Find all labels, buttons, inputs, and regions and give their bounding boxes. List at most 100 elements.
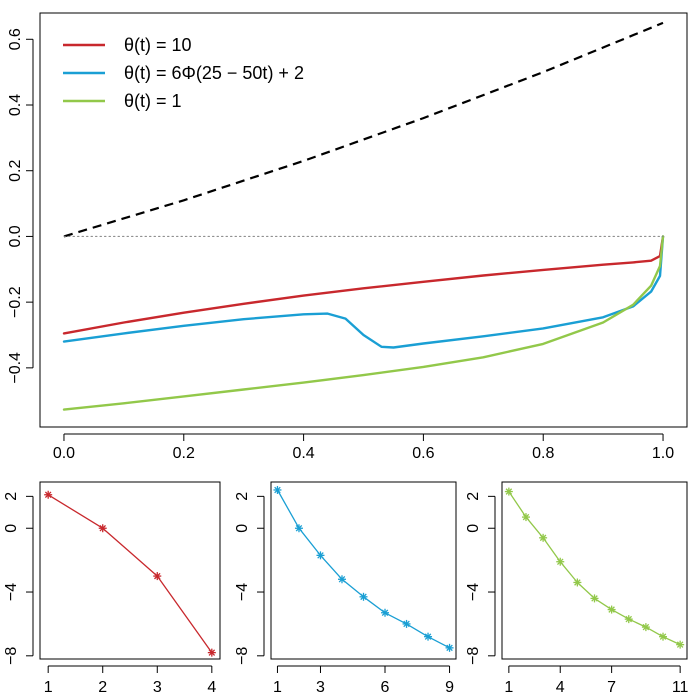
y-tick-label: −8: [465, 647, 482, 665]
data-point: [539, 533, 548, 542]
asterisk-stroke: [659, 633, 667, 640]
data-point: [44, 490, 53, 499]
data-point: [676, 640, 685, 649]
asterisk-stroke: [556, 558, 564, 565]
data-point: [624, 615, 633, 624]
series-line-1: [276, 489, 451, 649]
x-tick-label: 4: [556, 679, 565, 696]
y-tick-label: −4: [3, 583, 20, 601]
asterisk-stroke: [403, 620, 410, 628]
asterisk-stroke: [154, 572, 161, 580]
data-point: [316, 551, 325, 560]
asterisk-stroke: [360, 593, 367, 601]
data-point: [153, 572, 162, 581]
x-tick-label: 11: [672, 679, 689, 696]
y-tick-label: −0.4: [7, 352, 24, 384]
asterisk-stroke: [591, 595, 598, 602]
data-point: [273, 485, 282, 494]
series-line-2: [62, 235, 665, 349]
x-tick-label: 7: [607, 679, 616, 696]
y-tick-label: −8: [234, 647, 251, 665]
x-tick-label: 3: [153, 679, 162, 696]
plot-frame: [270, 481, 457, 660]
y-tick-label: 0.6: [7, 28, 24, 50]
asterisk-stroke: [608, 606, 615, 613]
y-tick-label: 0: [3, 524, 20, 533]
chart-panel-4: 1 4 7 11 −8 −4 0 2: [465, 481, 689, 696]
data-point: [337, 575, 346, 584]
chart-panel-1: 0.0 0.2 0.4 0.6 0.8 1.0 −0.4 −0.2 0.0 0.2 0.4 0.6 θ(…: [7, 12, 688, 462]
legend-label: θ(t) = 6Φ(25 − 50t) + 2: [124, 63, 304, 83]
asterisk-stroke: [99, 524, 106, 532]
data-point: [659, 632, 668, 641]
asterisk-stroke: [505, 488, 513, 495]
x-tick-label: 6: [381, 679, 390, 696]
x-tick-label: 0.6: [412, 445, 434, 462]
y-tick-label: 2: [465, 492, 482, 501]
x-tick-label: 3: [316, 679, 325, 696]
y-tick-label: −0.2: [7, 286, 24, 318]
legend: θ(t) = 10 θ(t) = 6Φ(25 − 50t) + 2 θ(t) = 1: [63, 35, 304, 111]
plot-frame: [501, 481, 688, 660]
series-line-3: [62, 235, 665, 411]
y-tick-label: −4: [465, 583, 482, 601]
y-tick-label: −8: [3, 647, 20, 665]
x-tick-label: 1: [504, 679, 513, 696]
chart-panel-2: 1 2 3 4 −8 −4 0 2: [3, 481, 221, 696]
asterisk-stroke: [625, 615, 633, 623]
data-point: [381, 608, 390, 617]
plot-frame: [39, 481, 221, 660]
data-point: [359, 592, 368, 601]
x-tick-label: 0.4: [292, 445, 314, 462]
x-tick-label: 9: [445, 679, 454, 696]
series-line-1: [508, 490, 681, 646]
asterisk-stroke: [274, 486, 281, 494]
x-tick-label: 2: [98, 679, 107, 696]
asterisk-stroke: [642, 623, 650, 631]
data-point: [504, 487, 513, 496]
data-point: [294, 524, 303, 533]
x-tick-label: 0.8: [532, 445, 554, 462]
asterisk-stroke: [574, 579, 581, 586]
x-tick-label: 1.0: [652, 445, 674, 462]
y-tick-label: 0.2: [7, 159, 24, 181]
data-point: [98, 524, 107, 533]
asterisk-stroke: [338, 576, 346, 583]
y-tick-label: −4: [234, 583, 251, 601]
asterisk-stroke: [317, 552, 324, 559]
legend-label: θ(t) = 10: [124, 35, 192, 55]
x-tick-label: 0.0: [53, 445, 75, 462]
x-tick-label: 0.2: [173, 445, 195, 462]
y-tick-label: 0: [465, 524, 482, 533]
data-point: [402, 619, 411, 628]
y-tick-label: 0.4: [7, 94, 24, 116]
series-line-1: [47, 494, 213, 654]
asterisk-stroke: [381, 609, 389, 617]
data-point: [207, 648, 216, 657]
y-tick-label: 2: [234, 492, 251, 501]
asterisk-stroke: [446, 644, 453, 652]
data-point: [445, 643, 454, 652]
data-point: [590, 594, 599, 603]
asterisk-stroke: [676, 641, 684, 648]
asterisk-stroke: [295, 524, 303, 532]
y-tick-label: 0: [234, 524, 251, 533]
asterisk-stroke: [44, 491, 52, 499]
data-point: [424, 632, 433, 641]
asterisk-stroke: [208, 649, 216, 656]
data-point: [607, 605, 616, 614]
chart-panel-3: 1 3 6 9 −8 −4 0 2: [234, 481, 457, 696]
data-point: [556, 557, 565, 566]
data-point: [641, 623, 650, 632]
plot-frame: [39, 12, 688, 428]
x-tick-label: 1: [273, 679, 282, 696]
x-tick-label: 4: [207, 679, 216, 696]
legend-label: θ(t) = 1: [124, 91, 182, 111]
series-line-1: [62, 235, 665, 335]
x-tick-label: 1: [44, 679, 53, 696]
series-line-4: [63, 21, 664, 238]
data-point: [573, 578, 582, 587]
asterisk-stroke: [522, 513, 530, 521]
y-tick-label: 0.0: [7, 225, 24, 247]
data-point: [521, 513, 530, 522]
